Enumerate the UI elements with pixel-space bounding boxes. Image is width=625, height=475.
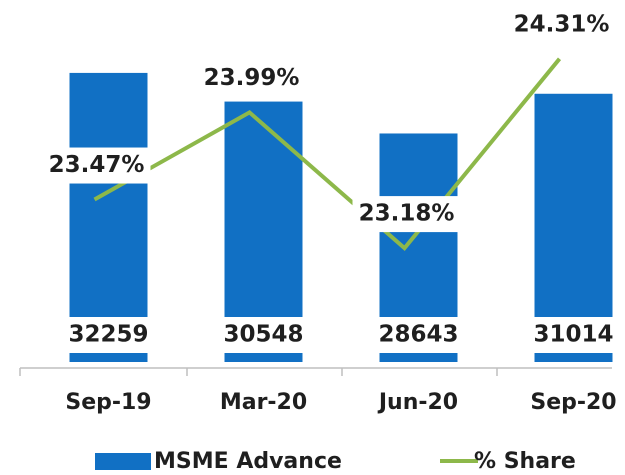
bar-value-label: 30548 bbox=[223, 322, 303, 348]
bar-value-label: 31014 bbox=[533, 322, 613, 348]
legend-label: % Share bbox=[474, 449, 576, 474]
line-value-label: 24.31% bbox=[514, 11, 610, 37]
bar-value-label-bg bbox=[60, 317, 157, 353]
line-value-label-bg bbox=[42, 147, 151, 184]
bar-value-label-bg bbox=[525, 317, 622, 353]
x-tick-label: Jun-20 bbox=[377, 390, 458, 415]
bar-value-label-bg bbox=[215, 317, 312, 353]
bar-value-label: 28643 bbox=[378, 322, 458, 348]
line-value-label: 23.47% bbox=[49, 152, 145, 178]
legend-label: MSME Advance bbox=[154, 449, 342, 474]
x-tick-label: Sep-19 bbox=[65, 390, 151, 415]
axis-ticks bbox=[19, 368, 498, 376]
legend-swatch bbox=[95, 453, 151, 470]
line-value-label: 23.18% bbox=[359, 201, 455, 227]
line-value-label-bg bbox=[197, 60, 306, 97]
x-tick-label: Mar-20 bbox=[220, 390, 307, 415]
line-value-label: 23.99% bbox=[204, 65, 300, 91]
line bbox=[93, 57, 562, 251]
x-tick-label: Sep-20 bbox=[530, 390, 616, 415]
line-value-label-bg bbox=[352, 196, 461, 233]
bar-value-label: 32259 bbox=[68, 322, 148, 348]
line-value-label-bg bbox=[507, 6, 616, 43]
bar bbox=[69, 72, 148, 363]
bar-value-label-bg bbox=[370, 317, 467, 353]
